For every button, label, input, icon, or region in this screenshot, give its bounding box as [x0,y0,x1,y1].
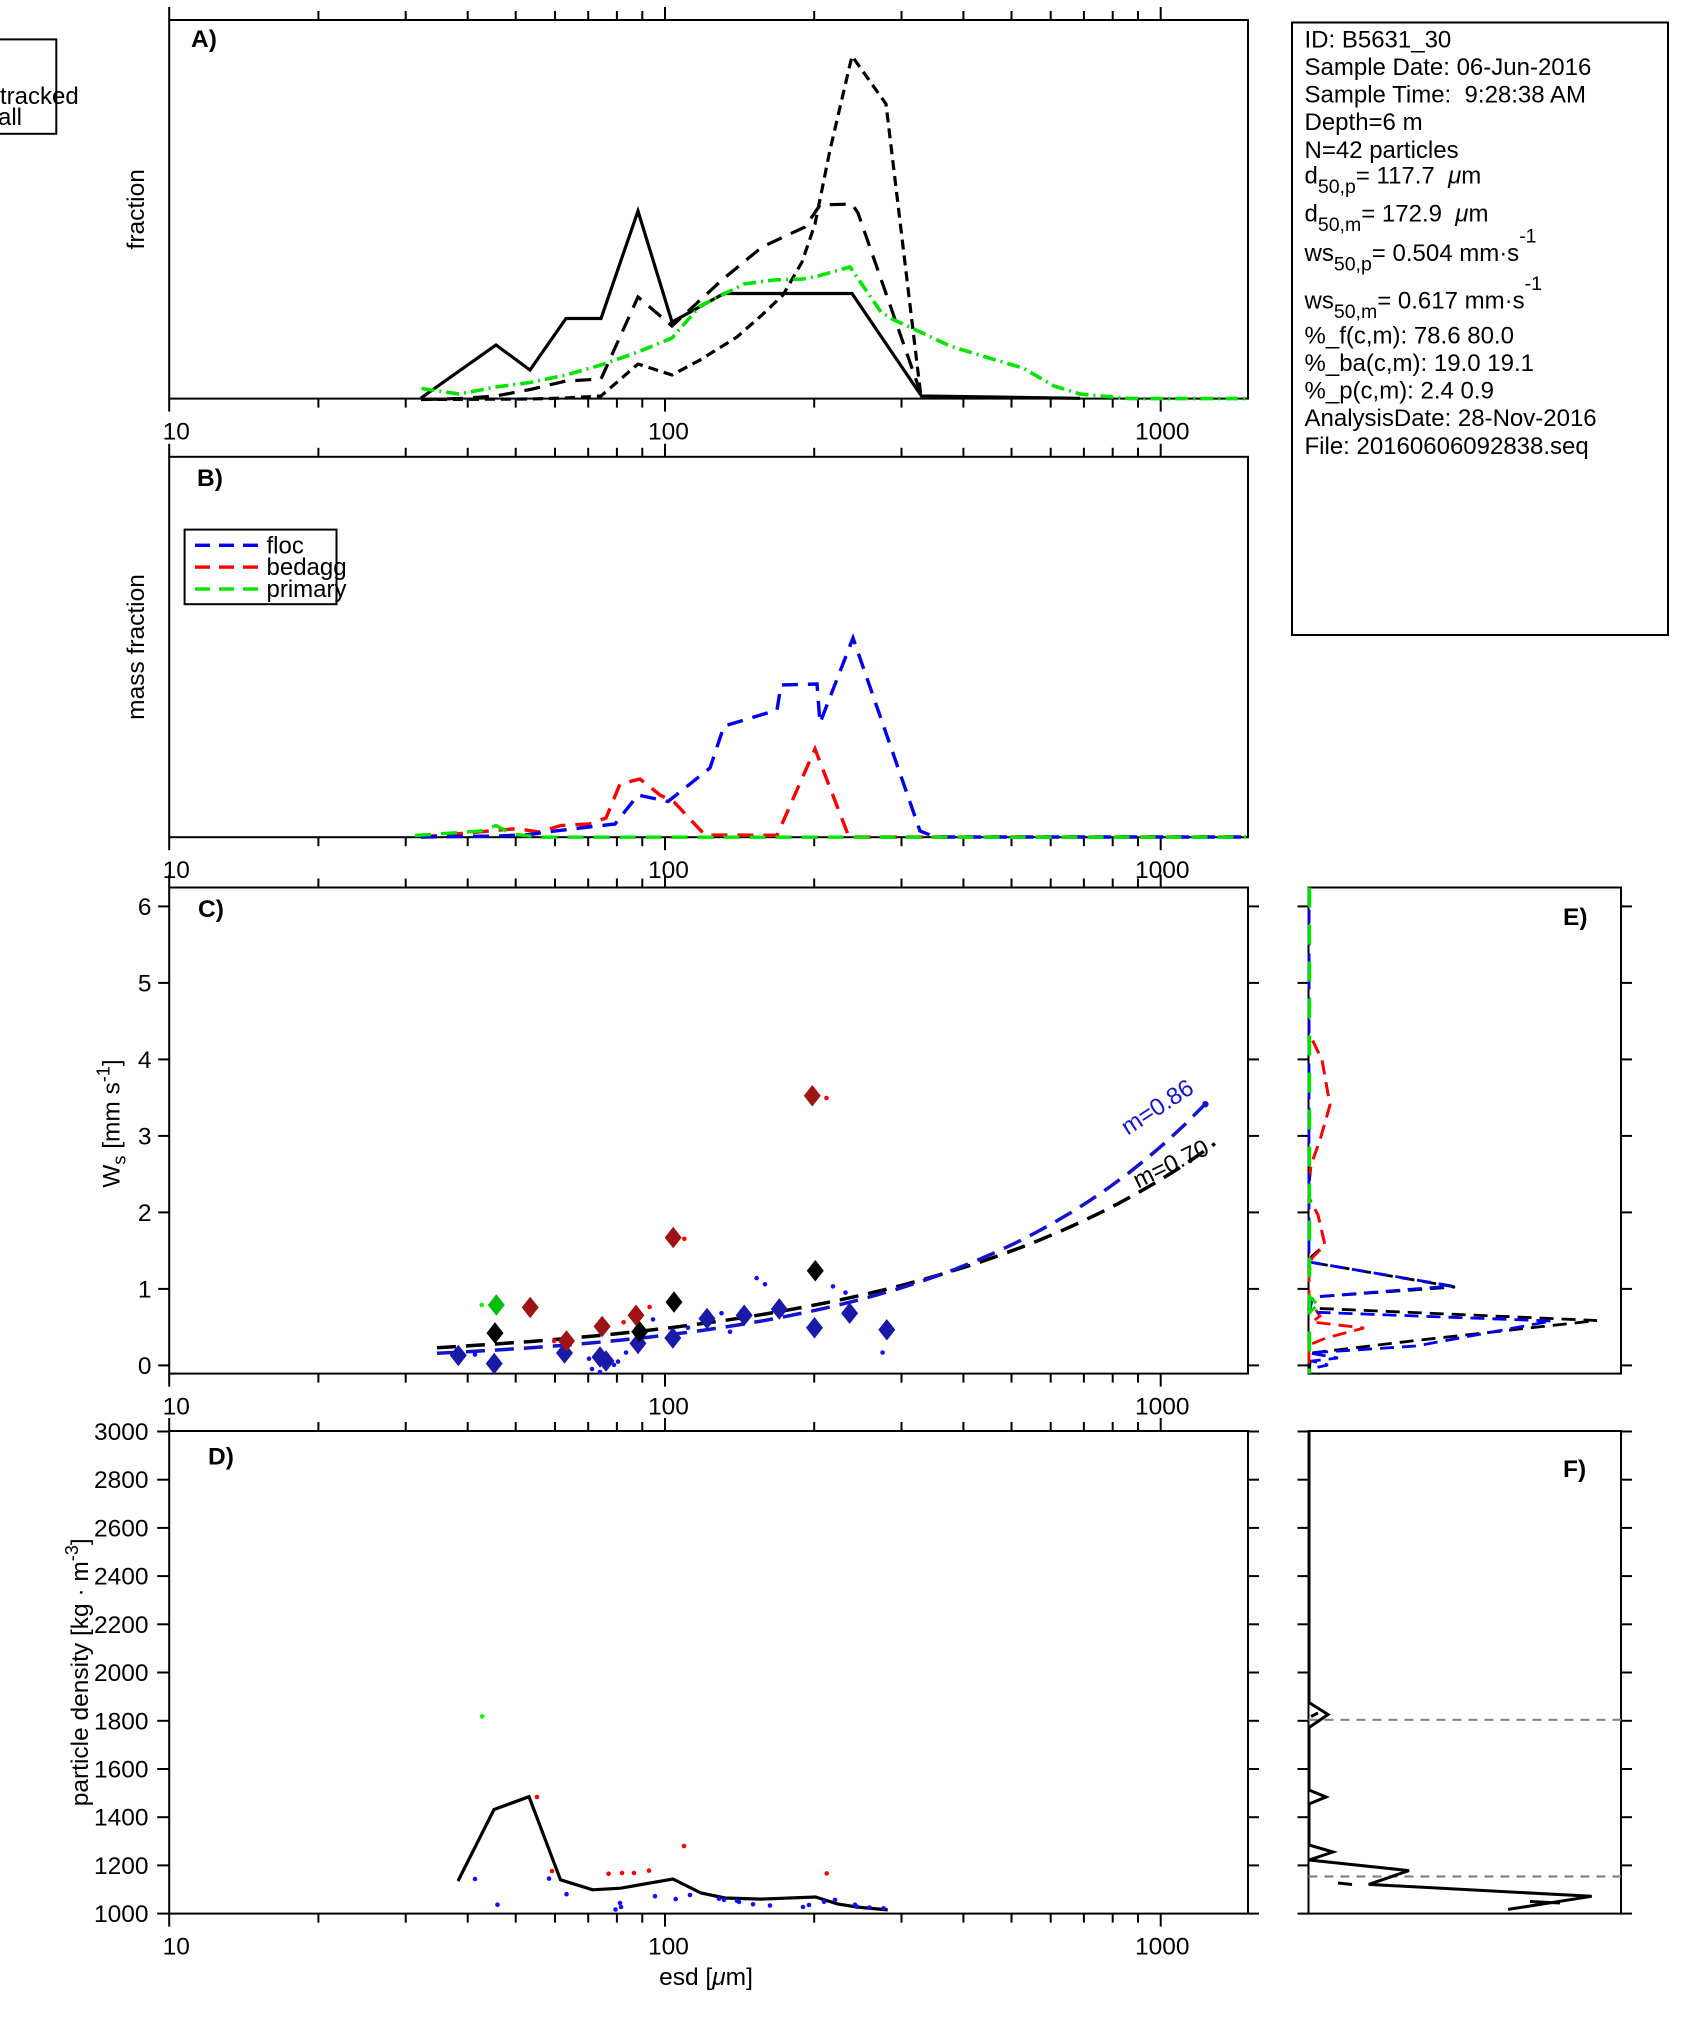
svg-text:1000: 1000 [1135,857,1190,884]
svg-text:fraction: fraction [123,169,150,249]
svg-text:10: 10 [163,1394,190,1421]
svg-text:Depth=6 m: Depth=6 m [1305,109,1423,136]
svg-text:%_ba(c,m): 19.0 19.1: %_ba(c,m): 19.0 19.1 [1305,350,1534,377]
svg-text:B): B) [197,465,223,492]
svg-text:1000: 1000 [1135,419,1190,446]
svg-text:1000: 1000 [1135,1394,1190,1421]
svg-text:100: 100 [648,857,689,884]
svg-text:1800: 1800 [94,1708,149,1735]
svg-text:5: 5 [138,970,152,997]
svg-text:particle density [kg · m-3]: particle density [kg · m-3] [62,1538,94,1806]
svg-text:100: 100 [648,419,689,446]
svg-text:bedagg: bedagg [267,554,347,581]
svg-text:mass fraction: mass fraction [123,574,150,720]
svg-text:primary: primary [267,576,347,603]
svg-text:floc: floc [267,532,304,559]
svg-text:2: 2 [138,1200,152,1227]
svg-text:File: 20160606092838.seq: File: 20160606092838.seq [1305,433,1589,460]
svg-text:C): C) [198,896,224,923]
svg-text:1000: 1000 [94,1901,149,1928]
svg-text:0: 0 [138,1353,152,1380]
svg-text:N=42 particles: N=42 particles [1305,137,1459,164]
svg-text:1400: 1400 [94,1805,149,1832]
svg-text:F): F) [1563,1456,1586,1483]
svg-text:1000: 1000 [1135,1934,1190,1961]
svg-text:10: 10 [163,419,190,446]
svg-text:AnalysisDate: 28-Nov-2016: AnalysisDate: 28-Nov-2016 [1305,405,1597,432]
svg-text:Sample Date: 06-Jun-2016: Sample Date: 06-Jun-2016 [1305,54,1592,81]
svg-text:%_p(c,m): 2.4 0.9: %_p(c,m): 2.4 0.9 [1305,378,1494,405]
svg-text:3: 3 [138,1123,152,1150]
svg-text:100: 100 [648,1934,689,1961]
svg-text:ID: B5631_30: ID: B5631_30 [1305,27,1452,54]
svg-text:4: 4 [138,1047,152,1074]
svg-text:E): E) [1563,904,1588,931]
svg-text:1600: 1600 [94,1757,149,1784]
svg-text:1200: 1200 [94,1853,149,1880]
svg-text:esd [μm]: esd [μm] [659,1964,753,1991]
svg-text:2600: 2600 [94,1515,149,1542]
svg-text:%_f(c,m): 78.6 80.0: %_f(c,m): 78.6 80.0 [1305,323,1514,350]
svg-text:tracked: tracked [0,83,79,110]
svg-text:2400: 2400 [94,1564,149,1591]
svg-text:6: 6 [138,894,152,921]
svg-text:D): D) [208,1443,234,1470]
svg-text:all: all [0,104,22,131]
svg-text:Sample Time: 9:28:38 AM: Sample Time: 9:28:38 AM [1305,82,1586,109]
svg-text:2200: 2200 [94,1612,149,1639]
svg-text:2800: 2800 [94,1467,149,1494]
svg-text:10: 10 [163,1934,190,1961]
svg-text:A): A) [191,26,217,53]
svg-text:10: 10 [163,857,190,884]
svg-text:3000: 3000 [94,1419,149,1446]
svg-text:2000: 2000 [94,1660,149,1687]
svg-text:1: 1 [138,1276,152,1303]
svg-text:100: 100 [648,1394,689,1421]
